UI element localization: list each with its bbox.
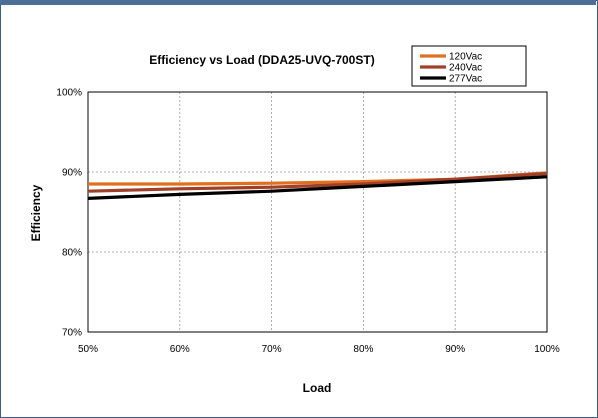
x-tick-label: 100% bbox=[534, 344, 560, 355]
y-tick-label: 90% bbox=[62, 168, 82, 179]
x-tick-label: 60% bbox=[170, 344, 190, 355]
x-axis-label: Load bbox=[303, 381, 332, 395]
y-tick-label: 100% bbox=[56, 88, 82, 99]
window-top-bar bbox=[0, 0, 596, 5]
y-tick-label: 70% bbox=[62, 328, 82, 339]
legend-label-277vac: 277Vac bbox=[449, 74, 482, 85]
x-tick-label: 70% bbox=[262, 344, 282, 355]
y-axis-label: Efficiency bbox=[29, 184, 43, 241]
tick-labels: 70% 80% 90% 100% 50% 60% 70% 80% 90% 100% bbox=[56, 88, 559, 356]
y-tick-label: 80% bbox=[62, 248, 82, 259]
x-tick-label: 80% bbox=[353, 344, 373, 355]
series-line-277vac bbox=[87, 175, 548, 200]
series-lines bbox=[87, 171, 548, 200]
x-tick-label: 90% bbox=[445, 344, 465, 355]
x-tick-label: 50% bbox=[78, 344, 98, 355]
chart-title: Efficiency vs Load (DDA25-UVQ-700ST) bbox=[149, 53, 374, 67]
legend-label-120vac: 120Vac bbox=[449, 52, 482, 63]
series-line-240vac bbox=[87, 172, 548, 193]
legend-label-240vac: 240Vac bbox=[449, 63, 482, 74]
plot-area bbox=[87, 91, 548, 333]
grid-lines bbox=[88, 92, 547, 332]
